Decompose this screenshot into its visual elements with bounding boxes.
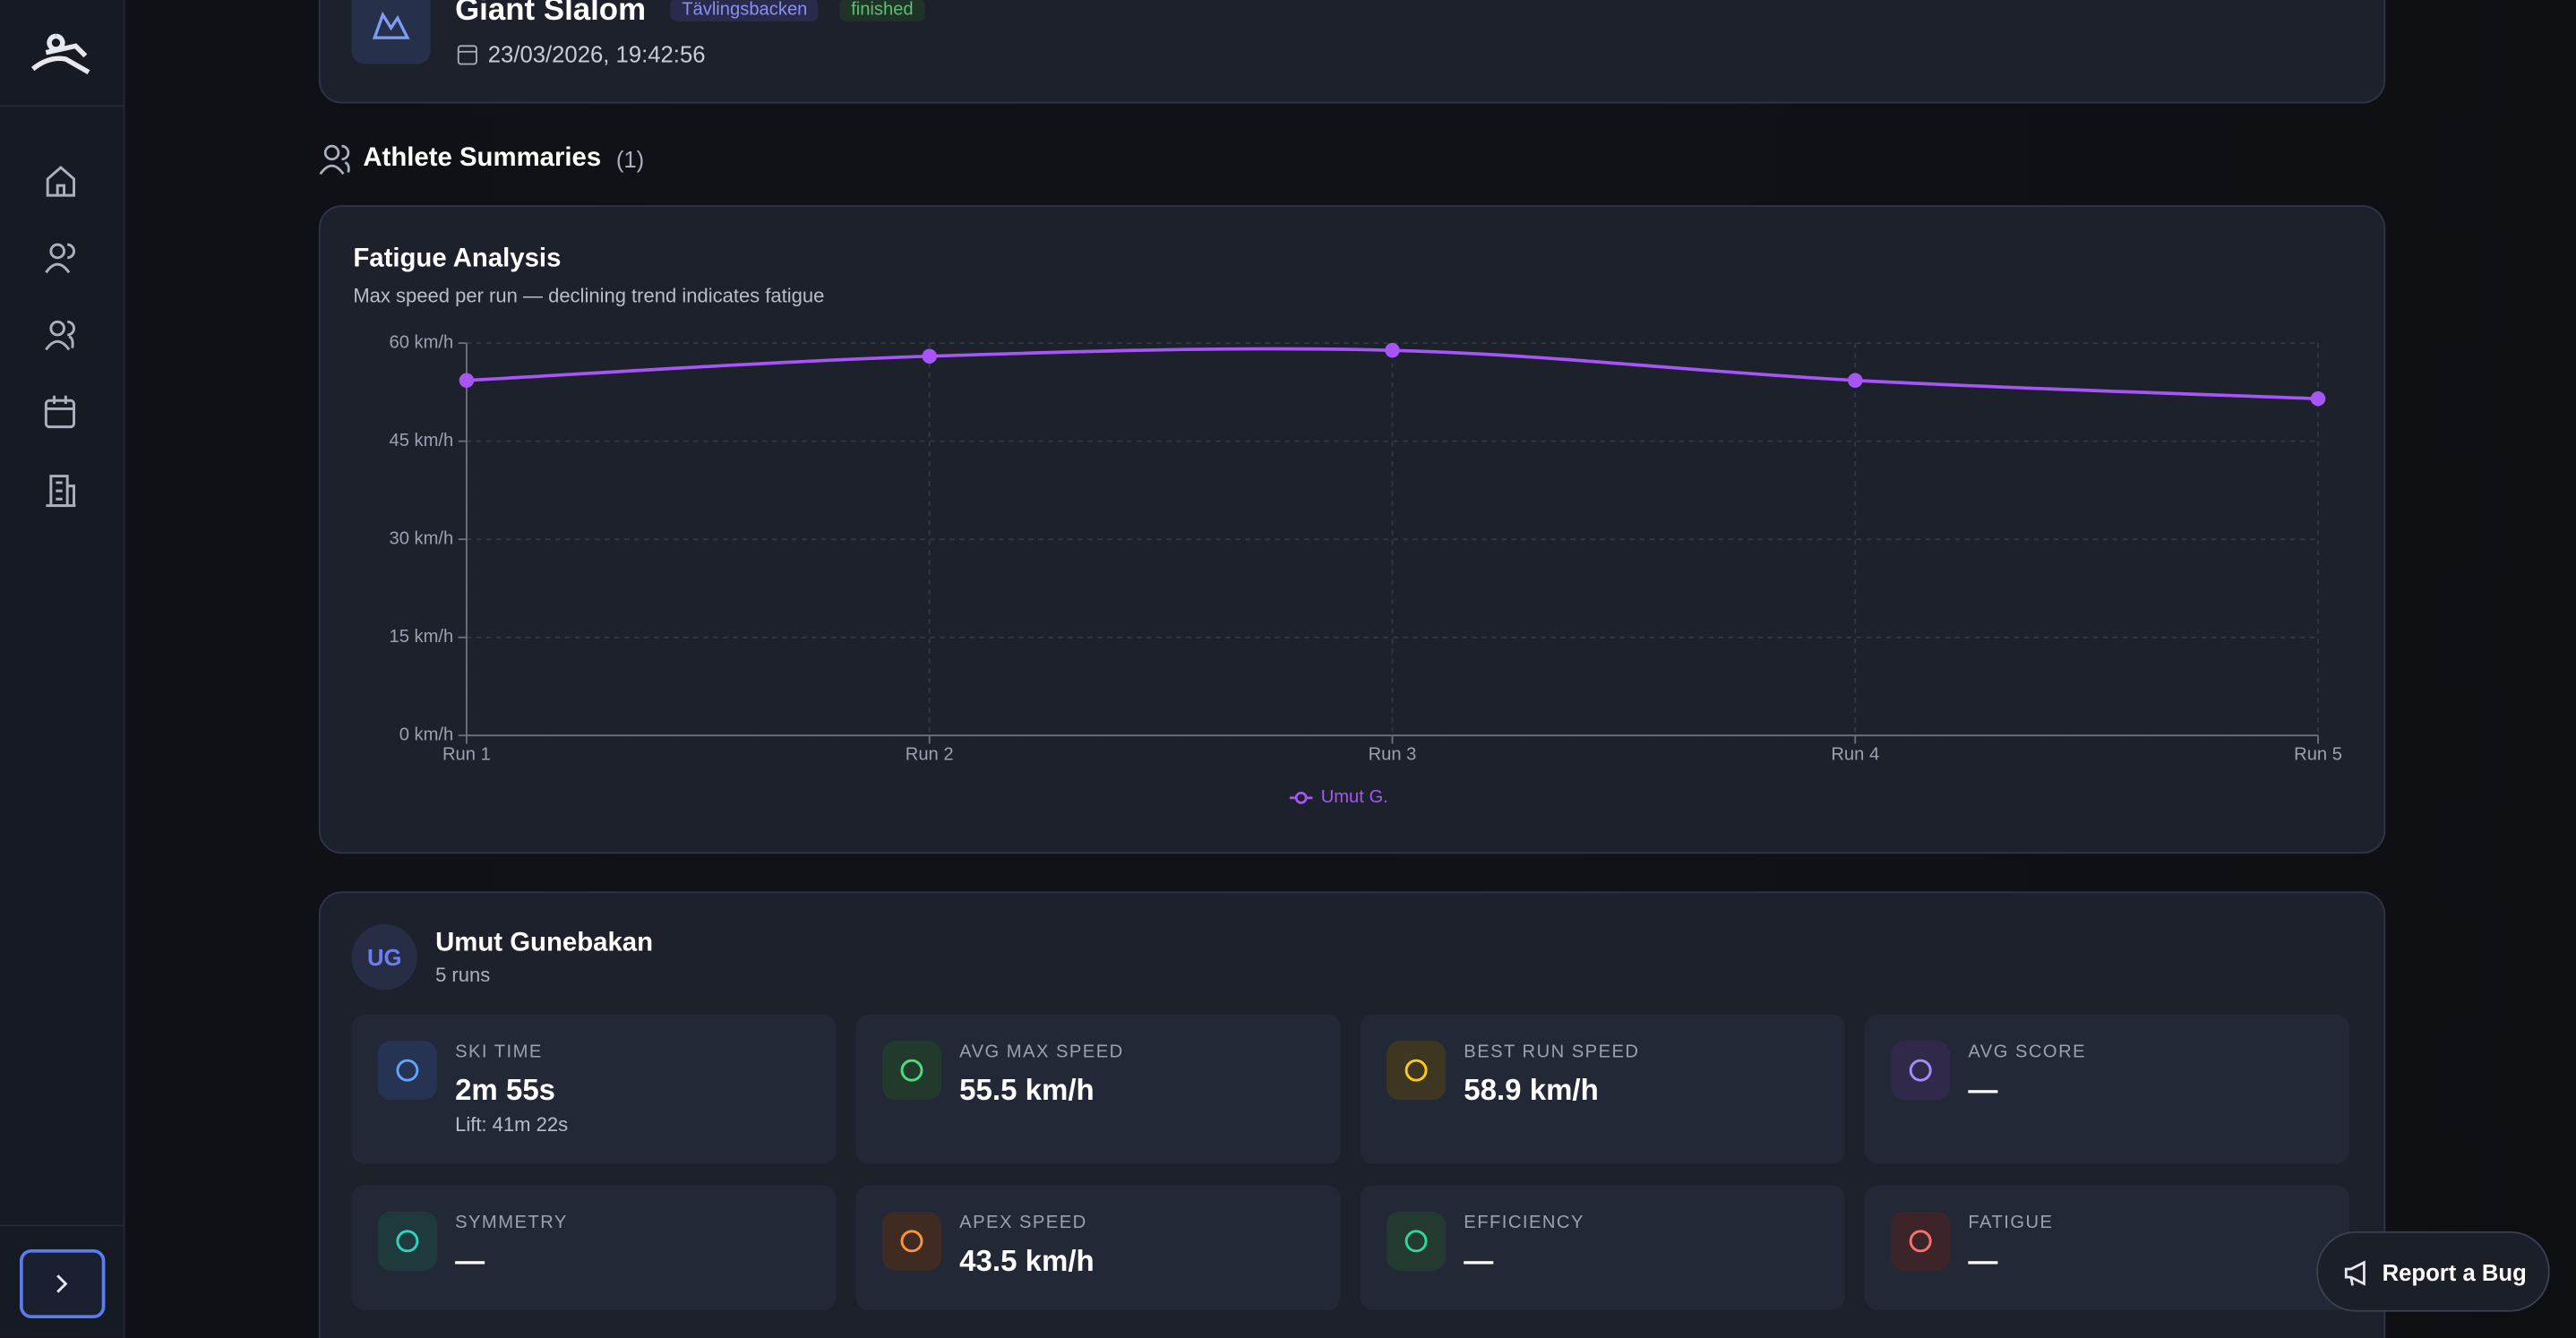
section-title: Athlete Summaries: [363, 144, 602, 173]
stat-icon: [1387, 1041, 1447, 1101]
stat-sub: Lift: 41m 22s: [455, 1112, 569, 1136]
session-card: Giant Slalom Tävlingsbacken finished 23/…: [318, 0, 2386, 104]
report-bug-label: Report a Bug: [2382, 1258, 2527, 1286]
y-tick-label: 45 km/h: [390, 431, 454, 450]
stat-icon: [1891, 1211, 1951, 1271]
icon-glyph: [1404, 1059, 1428, 1082]
y-tick-label: 60 km/h: [390, 332, 454, 352]
data-point: [1385, 342, 1400, 358]
stat-value: 55.5 km/h: [959, 1073, 1095, 1107]
nav-icons[interactable]: [43, 164, 79, 525]
stat-label: AVG MAX SPEED: [959, 1042, 1124, 1063]
stat-label: FATIGUE: [1968, 1213, 2054, 1233]
stat-value: 58.9 km/h: [1464, 1073, 1599, 1107]
stat-value: 43.5 km/h: [959, 1244, 1095, 1278]
stat-icon: [377, 1211, 437, 1271]
stat-card: AVG MAX SPEED 55.5 km/h: [855, 1014, 1341, 1164]
stat-card: BEST RUN SPEED 58.9 km/h: [1360, 1014, 1845, 1164]
stat-card: APEX SPEED 43.5 km/h: [855, 1185, 1341, 1310]
athlete-card: UG Umut Gunebakan 5 runs SKI TIME 2m 55s L…: [318, 891, 2386, 1338]
stat-icon: [881, 1041, 941, 1101]
stat-card: SYMMETRY —: [351, 1185, 837, 1310]
logo: [30, 33, 90, 75]
stat-value: —: [455, 1244, 485, 1278]
mountain-icon: [372, 11, 410, 39]
avatar: UG: [351, 924, 417, 991]
sidebar: [0, 0, 125, 1338]
x-tick-label: Run 3: [1369, 745, 1417, 765]
legend-marker: [1294, 792, 1308, 804]
tag: finished: [839, 0, 925, 21]
icon-glyph: [396, 1059, 419, 1082]
expand-button[interactable]: [20, 1248, 106, 1318]
icon-glyph: [1909, 1059, 1932, 1082]
report-bug-button[interactable]: Report a Bug: [2316, 1231, 2550, 1312]
stat-label: SKI TIME: [455, 1042, 543, 1063]
session-date: 23/03/2026, 19:42:56: [487, 40, 706, 68]
stat-card: AVG SCORE —: [1864, 1014, 2349, 1164]
x-tick-label: Run 4: [1831, 745, 1879, 765]
data-point: [459, 373, 475, 388]
legend-label: Umut G.: [1321, 787, 1388, 807]
y-tick-label: 30 km/h: [390, 529, 454, 549]
stat-icon: [881, 1211, 941, 1271]
y-tick-label: 15 km/h: [390, 627, 454, 647]
data-point: [1848, 373, 1863, 388]
icon-glyph: [900, 1059, 923, 1082]
athlete-runs: 5 runs: [435, 964, 491, 987]
icon-glyph: [900, 1230, 923, 1253]
stat-label: EFFICIENCY: [1464, 1213, 1584, 1233]
chevron: [56, 1274, 68, 1293]
icon-glyph: [1909, 1230, 1932, 1253]
session-icon: [351, 0, 431, 64]
athlete-name: Umut Gunebakan: [435, 929, 654, 957]
data-point: [2310, 390, 2326, 407]
stat-icon: [1387, 1211, 1447, 1271]
icon-glyph: [1404, 1230, 1428, 1253]
megaphone-icon: [2344, 1260, 2366, 1286]
section-count: (1): [615, 146, 645, 173]
chart: Fatigue Analysis Max speed per run — dec…: [353, 243, 2342, 807]
stat-card: SKI TIME 2m 55s Lift: 41m 22s: [351, 1014, 837, 1164]
stat-value: 2m 55s: [455, 1073, 556, 1107]
stat-value: —: [1968, 1073, 1998, 1107]
chart-title: Fatigue Analysis: [353, 243, 561, 272]
tag: Tävlingsbacken: [670, 0, 820, 21]
stat-value: —: [1968, 1244, 1998, 1278]
stat-card: FATIGUE —: [1864, 1185, 2349, 1310]
users-icon: [319, 144, 350, 176]
y-tick-label: 0 km/h: [399, 725, 454, 745]
icon-glyph: [396, 1230, 419, 1253]
stat-label: BEST RUN SPEED: [1464, 1042, 1640, 1063]
chart-subtitle: Max speed per run — declining trend indi…: [353, 285, 824, 307]
stat-label: SYMMETRY: [455, 1213, 568, 1233]
data-point: [922, 348, 937, 364]
chart-card: Fatigue Analysis Max speed per run — dec…: [318, 205, 2386, 854]
session-title: Giant Slalom: [455, 0, 647, 29]
x-tick-label: Run 2: [906, 745, 954, 765]
x-tick-label: Run 5: [2294, 745, 2342, 765]
stat-card: EFFICIENCY —: [1360, 1185, 1845, 1310]
x-tick-label: Run 1: [442, 745, 491, 765]
stat-icon: [1891, 1041, 1951, 1101]
stat-icon: [377, 1041, 437, 1101]
calendar-icon: [457, 45, 477, 65]
stat-label: APEX SPEED: [959, 1213, 1087, 1233]
stat-label: AVG SCORE: [1968, 1042, 2087, 1063]
stat-value: —: [1464, 1244, 1494, 1278]
